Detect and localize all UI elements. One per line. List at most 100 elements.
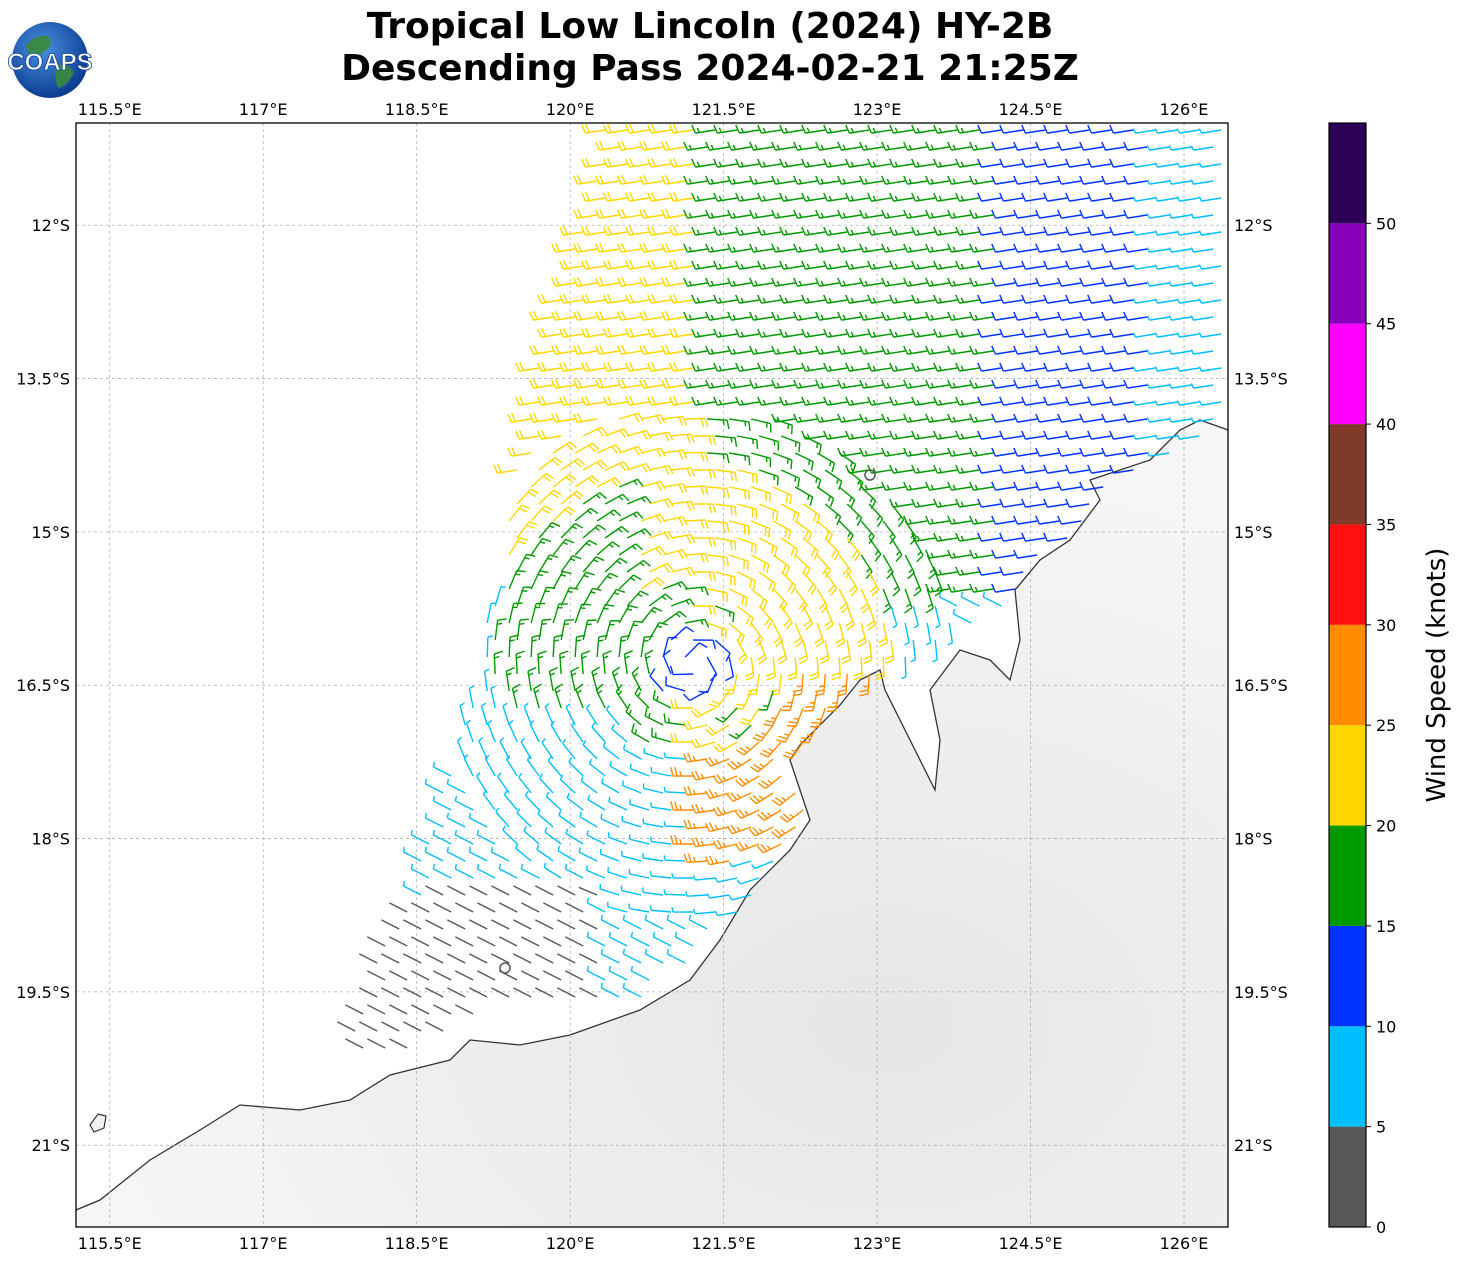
barb-flag [573,175,579,185]
wind-barb [845,226,870,236]
barb-half-flag [784,263,789,269]
wind-barb [911,226,936,236]
barb-flag [823,226,829,236]
barb-flag [603,260,609,270]
wind-barb [771,277,796,287]
barb-half-flag [732,144,737,150]
barb-flag [1123,243,1129,253]
barb-flag [617,277,623,287]
barb-half-flag [842,246,847,252]
barb-flag [669,124,675,134]
barb-flag [845,158,851,168]
wind-barb [823,294,848,304]
barb-flag [577,276,583,286]
barb-flag [595,311,601,321]
barb-flag [727,141,733,151]
barb-flag [823,294,829,304]
barb-flag [607,123,613,133]
wind-barb [1065,158,1090,168]
barb-half-flag [828,195,833,201]
barb-half-flag [850,161,855,167]
barb-flag [801,328,807,338]
wind-barb [1109,124,1134,134]
barb-flag [705,175,711,185]
wind-barb [1132,230,1156,236]
wind-barb [911,124,936,134]
barb-flag [977,158,983,168]
barb-flag [757,294,763,304]
barb-half-flag [1132,298,1137,304]
barb-half-flag [1198,162,1203,168]
barb-half-flag [718,195,723,201]
barb-flag [867,124,873,134]
barb-flag [705,311,711,321]
barb-half-flag [776,178,781,184]
wind-barb [757,124,782,134]
barb-flag [1065,260,1071,270]
barb-flag [859,243,865,253]
barb-half-flag [820,246,825,252]
barb-half-flag [762,195,767,201]
barb-flag [1013,209,1019,219]
barb-half-flag [1146,281,1151,287]
barb-flag [621,310,627,320]
barb-flag [867,226,873,236]
barb-flag [625,226,631,236]
barb-flag [749,175,755,185]
barb-flag [735,124,741,134]
barb-flag [867,158,873,168]
barb-flag [1057,311,1063,321]
barb-shaft [1113,299,1134,304]
wind-barb [713,328,738,338]
barb-half-flag [1168,179,1173,185]
barb-flag [823,260,829,270]
barb-flag [1035,243,1041,253]
barb-flag [881,209,887,219]
barb-flag [727,311,733,321]
barb-half-flag [1154,128,1159,134]
barb-flag [881,141,887,151]
wind-barb [1065,192,1090,202]
wind-barb [639,174,664,185]
wind-barb [1168,315,1192,321]
barb-shaft [1039,180,1060,185]
barb-shaft [1201,163,1222,168]
barb-half-flag [894,297,899,303]
wind-barb [581,123,606,134]
barb-flag [815,311,821,321]
barb-flag [621,174,627,184]
barb-shaft [1061,146,1082,151]
barb-flag [845,328,851,338]
barb-flag [757,226,763,236]
wind-barb [735,328,760,338]
wind-barb [705,209,730,219]
wind-barb [647,157,672,168]
barb-half-flag [930,246,935,252]
barb-flag [647,226,653,236]
wind-barb [1146,247,1170,253]
barb-flag [621,242,627,252]
wind-barb [573,276,598,287]
barb-shaft [1069,231,1090,236]
wind-barb [1035,209,1060,219]
wind-barb [581,191,606,202]
barb-flag [911,158,917,168]
barb-flag [999,260,1005,270]
wind-barb [551,242,576,253]
barb-flag [911,124,917,134]
barb-half-flag [798,144,803,150]
barb-half-flag [930,212,935,218]
wind-barb [603,157,628,168]
wind-barb [867,294,892,304]
barb-flag [669,192,675,202]
barb-half-flag [762,263,767,269]
barb-shaft [1047,299,1068,304]
barb-shaft [1201,265,1222,270]
wind-barb [581,259,606,270]
wind-barb [1123,311,1148,321]
barb-flag [639,209,645,219]
barb-flag [727,175,733,185]
wind-barb [1154,298,1178,304]
wind-barb [1057,141,1082,151]
barb-flag [955,158,961,168]
